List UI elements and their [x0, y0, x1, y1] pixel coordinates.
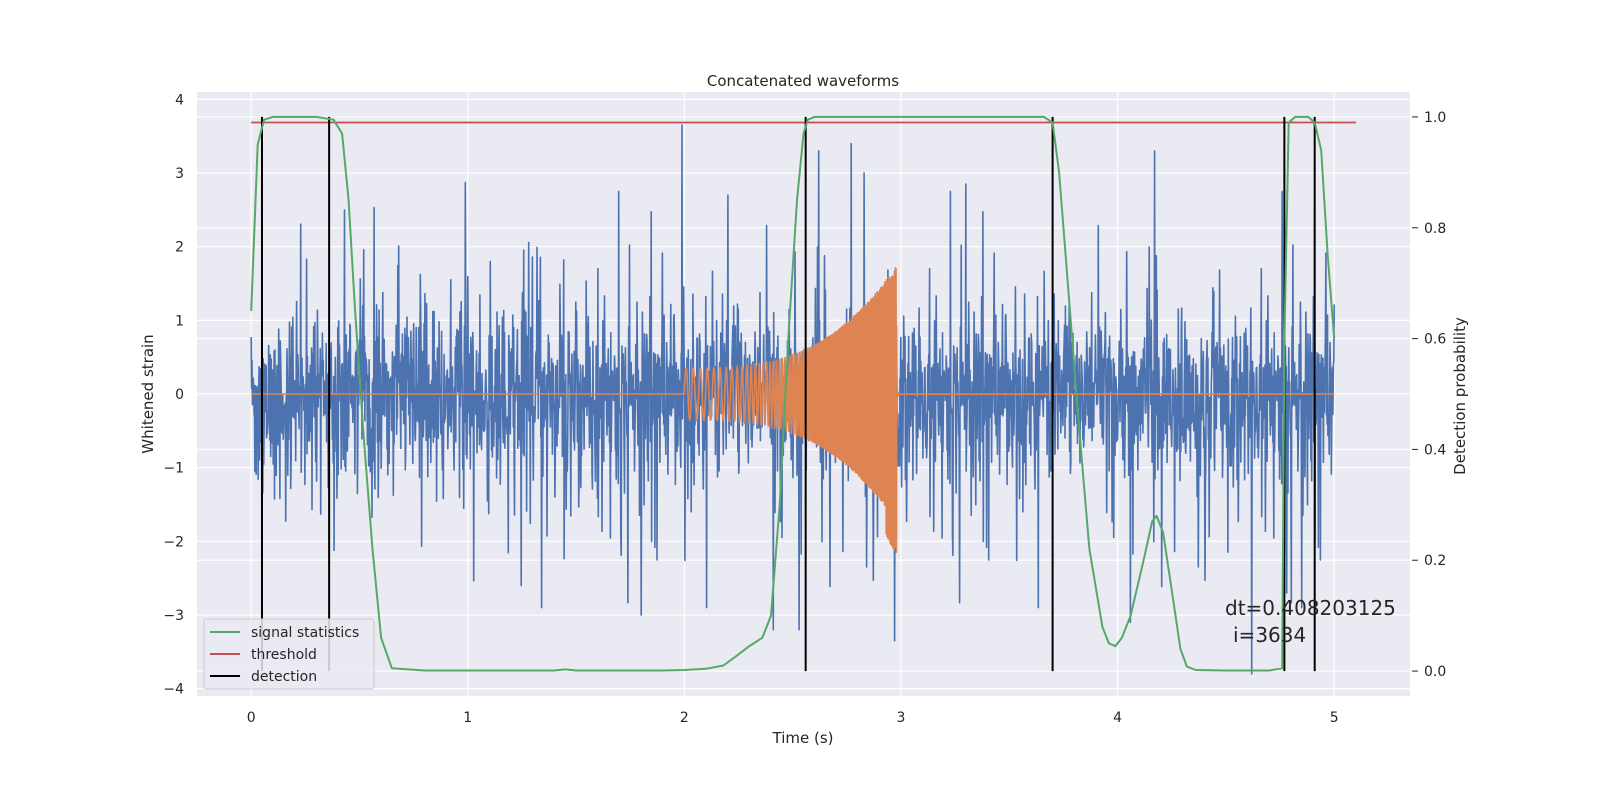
y2-tick-label: 0.4 — [1424, 442, 1446, 458]
signal-statistics-line — [250, 115, 1336, 672]
y-tick-label: −1 — [163, 461, 184, 477]
y-tick-label: −4 — [163, 682, 184, 698]
signal-statistics-series — [250, 115, 1336, 672]
waveform-line — [251, 267, 1335, 553]
y-tick-label: 2 — [175, 240, 184, 256]
x-tick-label: 0 — [247, 710, 256, 726]
axes-layer: 0 1 2 3 4 5 4 3 2 1 0 −1 −2 −3 −4 1.0 0.8 0.6 0.4 0.2 0.0 — [163, 92, 1446, 726]
strain-line — [250, 124, 1335, 675]
detection-series — [260, 116, 1316, 672]
x-axis-label: Time (s) — [772, 729, 834, 747]
waveform-series — [251, 267, 1335, 553]
legend-box — [203, 618, 375, 690]
y2-tick-label: 0.8 — [1424, 221, 1446, 237]
y2-tick-label: 0.0 — [1424, 664, 1446, 680]
y2-axis-label: Detection probability — [1451, 317, 1469, 475]
legend-label-threshold: threshold — [251, 647, 317, 663]
y-tick-label: 0 — [175, 387, 184, 403]
x-tick-label: 4 — [1113, 710, 1122, 726]
y-axis-label: Whitened strain — [139, 334, 157, 453]
x-tick-label: 3 — [897, 710, 906, 726]
strain-series — [250, 124, 1335, 675]
legend: signal statistics threshold detection — [203, 618, 375, 690]
y-tick-label: 1 — [175, 313, 184, 329]
chart-title: Concatenated waveforms — [707, 72, 899, 90]
y-tick-label: −2 — [163, 534, 184, 550]
annotation-index: i=3634 — [1233, 623, 1306, 647]
y-tick-label: −3 — [163, 608, 184, 624]
y2-tick-label: 0.2 — [1424, 553, 1446, 569]
x-tick-label: 1 — [463, 710, 472, 726]
annotation-dt: dt=0.408203125 — [1225, 596, 1396, 620]
y-tick-label: 3 — [175, 166, 184, 182]
y2-tick-label: 1.0 — [1424, 110, 1446, 126]
x-tick-label: 2 — [680, 710, 689, 726]
y2-tick-label: 0.6 — [1424, 332, 1446, 348]
legend-label-detection: detection — [251, 669, 317, 685]
legend-label-signal-statistics: signal statistics — [251, 625, 359, 641]
x-tick-label: 5 — [1330, 710, 1339, 726]
y-tick-label: 4 — [175, 92, 184, 108]
